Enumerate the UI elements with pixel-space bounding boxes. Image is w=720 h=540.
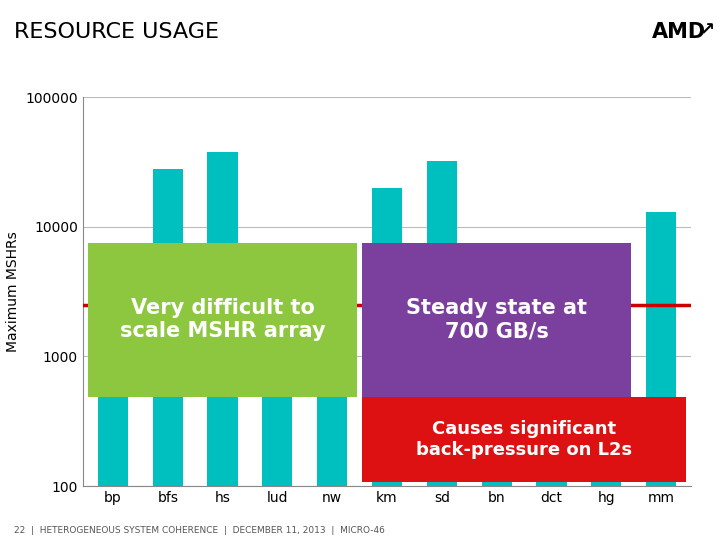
Text: ↗: ↗: [700, 22, 715, 39]
Bar: [536, 390, 567, 540]
Bar: [372, 188, 402, 540]
Text: AMD: AMD: [652, 22, 706, 42]
Bar: [482, 390, 512, 540]
Bar: [427, 161, 457, 540]
Bar: [317, 390, 347, 540]
Bar: [362, 243, 631, 396]
Bar: [207, 152, 238, 540]
Bar: [89, 243, 357, 396]
Text: Steady state at
700 GB/s: Steady state at 700 GB/s: [406, 298, 587, 341]
Bar: [98, 390, 128, 540]
Text: Very difficult to
scale MSHR array: Very difficult to scale MSHR array: [120, 298, 325, 341]
Bar: [646, 212, 676, 540]
Text: Causes significant
back-pressure on L2s: Causes significant back-pressure on L2s: [416, 420, 632, 458]
Text: 22  |  HETEROGENEOUS SYSTEM COHERENCE  |  DECEMBER 11, 2013  |  MICRO-46: 22 | HETEROGENEOUS SYSTEM COHERENCE | DE…: [14, 525, 385, 535]
Bar: [591, 390, 621, 540]
Text: RESOURCE USAGE: RESOURCE USAGE: [14, 22, 220, 42]
Bar: [153, 169, 183, 540]
Y-axis label: Maximum MSHRs: Maximum MSHRs: [6, 231, 19, 352]
Bar: [262, 390, 292, 540]
Bar: [362, 396, 685, 482]
